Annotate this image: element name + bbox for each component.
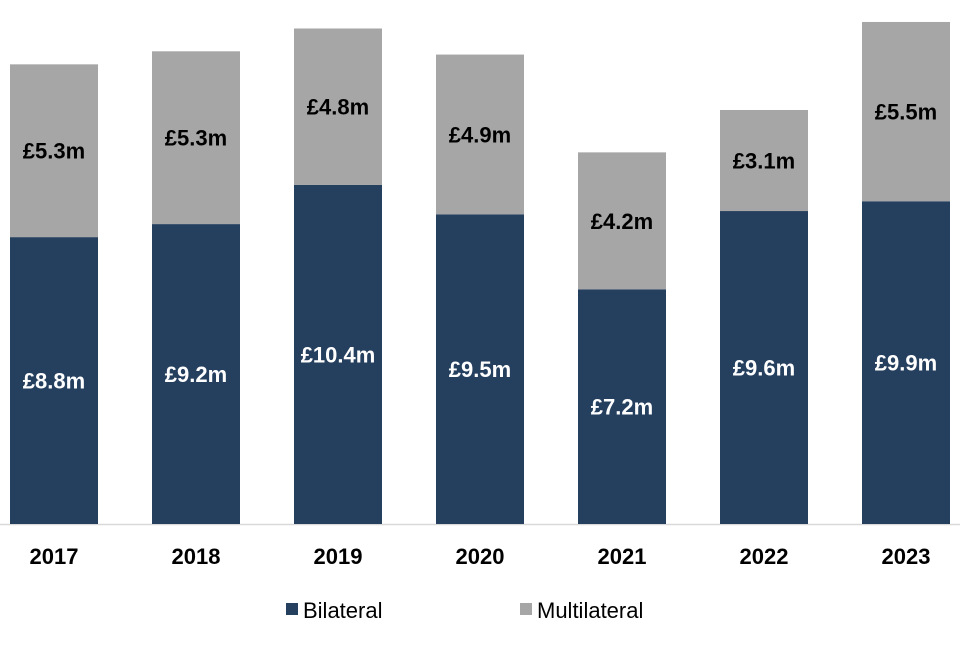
bar-multilateral-2017 [10, 64, 98, 238]
bar-bilateral-2020 [436, 214, 524, 525]
bar-bilateral-2019 [294, 184, 382, 524]
legend-swatch-bilateral [286, 603, 298, 615]
data-label: £4.9m [449, 122, 511, 147]
data-label: £7.2m [591, 395, 653, 420]
data-label: £5.5m [875, 100, 937, 125]
x-tick-label: 2023 [882, 544, 931, 569]
data-label: £9.9m [875, 351, 937, 376]
bar-bilateral-2017 [10, 237, 98, 524]
bar-bilateral-2018 [152, 224, 240, 524]
data-label: £9.6m [733, 356, 795, 381]
data-label: £9.5m [449, 357, 511, 382]
bar-bilateral-2022 [720, 211, 808, 525]
bar-multilateral-2022 [720, 109, 808, 212]
legend: Bilateral Multilateral [286, 598, 643, 623]
x-tick-label: 2017 [30, 544, 79, 569]
x-tick-label: 2020 [456, 544, 505, 569]
x-tick-label: 2019 [314, 544, 363, 569]
bar-multilateral-2018 [152, 51, 240, 225]
legend-label-bilateral: Bilateral [303, 598, 382, 623]
data-label: £8.8m [23, 369, 85, 394]
data-label: £5.3m [23, 139, 85, 164]
data-label: £4.2m [591, 209, 653, 234]
bar-multilateral-2021 [578, 152, 666, 290]
data-label: £3.1m [733, 149, 795, 174]
bar-bilateral-2023 [862, 201, 950, 524]
x-tick-label: 2021 [598, 544, 647, 569]
data-label: £4.8m [307, 95, 369, 120]
bar-multilateral-2020 [436, 54, 524, 215]
legend-label-multilateral: Multilateral [537, 598, 643, 623]
x-tick-label: 2022 [740, 544, 789, 569]
bar-multilateral-2019 [294, 28, 382, 185]
legend-swatch-multilateral [520, 603, 532, 615]
bar-multilateral-2023 [862, 21, 950, 202]
data-label: £10.4m [301, 342, 376, 367]
bar-bilateral-2021 [578, 289, 666, 524]
x-tick-label: 2018 [172, 544, 221, 569]
data-label: £9.2m [165, 362, 227, 387]
data-label: £5.3m [165, 126, 227, 151]
